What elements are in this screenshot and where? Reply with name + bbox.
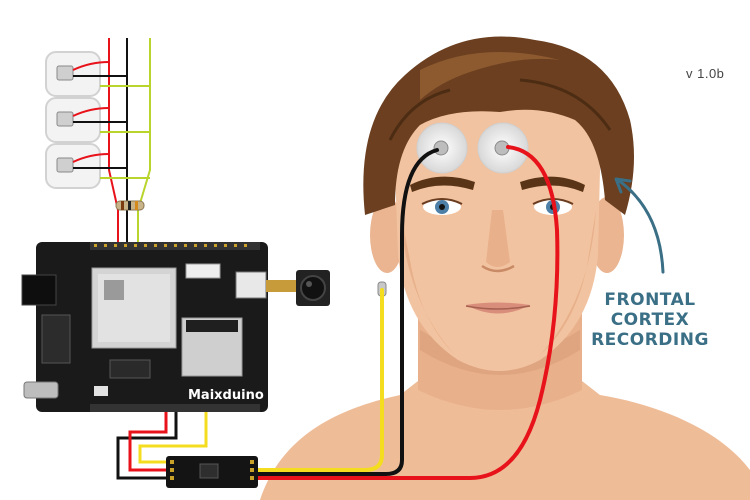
- camera-ribbon: [266, 280, 298, 292]
- k210-logo: [104, 280, 124, 300]
- bioamp-pins: [170, 460, 254, 480]
- left-eyelid: [421, 198, 463, 205]
- resistor: [115, 200, 145, 211]
- pad2-red: [72, 107, 110, 117]
- board-name: Maixduino: [188, 388, 264, 403]
- bioamp-chip: [199, 463, 219, 479]
- esp32-antenna: [186, 320, 238, 332]
- arrow-head: [614, 177, 632, 194]
- forehead-electrodes: [416, 122, 529, 174]
- shoulders: [260, 360, 750, 500]
- wire-black-board: [116, 412, 178, 480]
- left-eyebrow: [410, 176, 475, 192]
- bioamp-board: [166, 456, 258, 488]
- hair-strands: [388, 78, 612, 141]
- pad3-red: [72, 153, 110, 163]
- sensor-pads: [45, 51, 101, 189]
- annotation-line-3: RECORDING: [591, 330, 709, 350]
- left-ear: [370, 197, 404, 273]
- electrode-snap-left: [433, 140, 449, 156]
- wire-black-forehead: [248, 148, 439, 476]
- arrow-shaft: [616, 178, 665, 274]
- annotation-label: FRONTAL CORTEX RECORDING: [588, 290, 712, 350]
- wire-yellow-board: [138, 412, 208, 464]
- nose: [486, 210, 510, 267]
- usb-port: [23, 381, 59, 399]
- bus-red: [108, 38, 119, 245]
- camera-lens: [300, 275, 326, 301]
- sd-slot: [41, 314, 71, 364]
- sensor-pad-2-snap: [56, 111, 74, 127]
- right-eyebrow: [520, 176, 585, 192]
- wire-yellow-ear: [248, 288, 384, 472]
- sensor-pad-3-snap: [56, 157, 74, 173]
- neck-shadow: [420, 330, 580, 375]
- annotation-arrow: [614, 177, 665, 274]
- camera-connector: [235, 271, 267, 299]
- sensor-pad-1-snap: [56, 65, 74, 81]
- mouth: [466, 302, 530, 314]
- connector-white: [185, 263, 221, 279]
- header-bottom: [90, 404, 260, 412]
- pad1-red: [72, 61, 110, 71]
- bus-green: [137, 38, 151, 245]
- mouth-line: [465, 305, 531, 310]
- head-wires: [248, 145, 560, 480]
- camera-lens-glint: [306, 281, 312, 287]
- nostrils: [481, 264, 515, 273]
- maixduino-board: [21, 242, 330, 412]
- reset-button: [94, 386, 108, 396]
- header-top-pins: [94, 244, 247, 247]
- barrel-jack: [21, 274, 57, 306]
- board-amp-wires: [116, 412, 208, 480]
- chip-a: [109, 359, 151, 379]
- wire-red-forehead: [248, 145, 560, 480]
- hair-highlight: [420, 52, 560, 100]
- wire-red-board: [128, 412, 170, 472]
- annotation-line-2: CORTEX: [610, 310, 690, 330]
- version-label: v 1.0b: [686, 66, 725, 81]
- head-illustration: [260, 36, 750, 500]
- annotation-line-1: FRONTAL: [604, 290, 696, 310]
- left-pupil: [439, 204, 445, 210]
